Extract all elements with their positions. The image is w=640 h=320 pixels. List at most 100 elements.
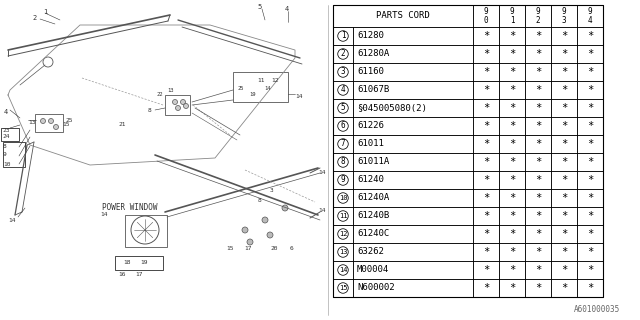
Text: *: * xyxy=(483,229,489,239)
Text: *: * xyxy=(535,139,541,149)
Bar xyxy=(473,261,499,279)
Bar xyxy=(577,225,603,243)
Bar xyxy=(353,135,473,153)
Bar xyxy=(125,215,167,247)
Text: *: * xyxy=(535,193,541,203)
Text: 1: 1 xyxy=(43,9,47,15)
Text: 11: 11 xyxy=(339,213,348,219)
Text: 19: 19 xyxy=(140,260,147,266)
Text: *: * xyxy=(509,67,515,77)
Text: *: * xyxy=(483,139,489,149)
Text: *: * xyxy=(587,157,593,167)
Bar xyxy=(577,117,603,135)
Bar xyxy=(525,189,551,207)
Bar xyxy=(499,135,525,153)
Circle shape xyxy=(180,100,186,105)
Text: *: * xyxy=(561,211,567,221)
Text: *: * xyxy=(509,247,515,257)
Text: *: * xyxy=(483,193,489,203)
Bar xyxy=(577,5,603,27)
Bar xyxy=(333,261,353,279)
Bar xyxy=(35,114,63,132)
Text: 15: 15 xyxy=(339,285,348,291)
Text: 5: 5 xyxy=(340,103,346,113)
Text: *: * xyxy=(483,157,489,167)
Bar xyxy=(499,189,525,207)
Text: *: * xyxy=(561,175,567,185)
Text: *: * xyxy=(535,157,541,167)
Bar xyxy=(333,117,353,135)
Bar xyxy=(551,171,577,189)
Circle shape xyxy=(282,205,288,211)
Bar xyxy=(499,5,525,27)
Bar xyxy=(577,243,603,261)
Text: 61240C: 61240C xyxy=(357,229,389,238)
Text: *: * xyxy=(509,85,515,95)
Text: *: * xyxy=(561,139,567,149)
Bar xyxy=(353,279,473,297)
Text: *: * xyxy=(535,265,541,275)
Text: *: * xyxy=(561,121,567,131)
Bar xyxy=(353,27,473,45)
Circle shape xyxy=(262,217,268,223)
Text: *: * xyxy=(561,229,567,239)
Text: 61280A: 61280A xyxy=(357,50,389,59)
Text: 10: 10 xyxy=(3,162,10,166)
Text: 2: 2 xyxy=(33,15,37,21)
Text: 12: 12 xyxy=(271,77,279,83)
Text: 9
1: 9 1 xyxy=(509,7,515,25)
Text: *: * xyxy=(535,121,541,131)
Bar xyxy=(577,207,603,225)
Text: *: * xyxy=(587,31,593,41)
Bar xyxy=(577,171,603,189)
Bar xyxy=(551,189,577,207)
Text: 9
2: 9 2 xyxy=(536,7,540,25)
Bar xyxy=(333,81,353,99)
Text: *: * xyxy=(561,103,567,113)
Bar xyxy=(499,261,525,279)
Text: 10: 10 xyxy=(339,195,348,201)
Bar xyxy=(499,63,525,81)
Text: 7: 7 xyxy=(340,140,346,148)
Bar xyxy=(525,243,551,261)
Text: 14: 14 xyxy=(339,267,348,273)
Text: *: * xyxy=(535,247,541,257)
Text: 25: 25 xyxy=(65,117,72,123)
Bar xyxy=(499,81,525,99)
Text: 17: 17 xyxy=(244,245,252,251)
Text: *: * xyxy=(587,193,593,203)
Text: *: * xyxy=(483,211,489,221)
Bar xyxy=(353,207,473,225)
Text: 19: 19 xyxy=(250,92,256,97)
Bar xyxy=(473,81,499,99)
Text: A601000035: A601000035 xyxy=(573,305,620,314)
Text: *: * xyxy=(561,49,567,59)
Text: *: * xyxy=(483,103,489,113)
Text: 61240A: 61240A xyxy=(357,194,389,203)
Bar xyxy=(499,207,525,225)
Bar xyxy=(333,153,353,171)
Text: 14: 14 xyxy=(318,170,326,174)
Bar xyxy=(525,261,551,279)
Text: POWER WINDOW: POWER WINDOW xyxy=(102,203,157,212)
Text: 17: 17 xyxy=(135,271,143,276)
Text: 3: 3 xyxy=(340,68,346,76)
Bar xyxy=(233,72,288,102)
Text: *: * xyxy=(509,265,515,275)
Text: 8: 8 xyxy=(3,143,7,148)
Text: 4: 4 xyxy=(340,85,346,94)
Bar xyxy=(473,243,499,261)
Text: 14: 14 xyxy=(100,212,108,218)
Text: *: * xyxy=(483,67,489,77)
Bar xyxy=(551,27,577,45)
Text: 13: 13 xyxy=(28,119,35,124)
Bar xyxy=(499,171,525,189)
Bar xyxy=(3,142,25,167)
Text: 11: 11 xyxy=(257,77,265,83)
Text: *: * xyxy=(561,193,567,203)
Text: 2: 2 xyxy=(340,50,346,59)
Text: 61240B: 61240B xyxy=(357,212,389,220)
Text: §045005080(2): §045005080(2) xyxy=(357,103,427,113)
Bar xyxy=(551,117,577,135)
Text: 5: 5 xyxy=(258,4,262,10)
